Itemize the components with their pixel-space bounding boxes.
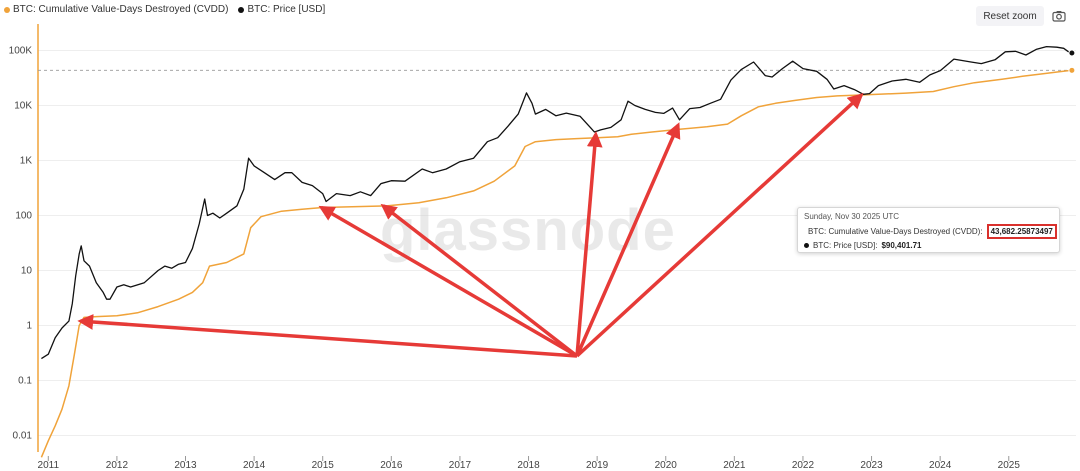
y-tick-1: 1 — [26, 320, 32, 331]
legend: BTC: Cumulative Value-Days Destroyed (CV… — [4, 4, 325, 15]
reset-zoom-button[interactable]: Reset zoom — [976, 6, 1044, 26]
legend-label-price: BTC: Price [USD] — [247, 4, 326, 15]
tooltip-date: Sunday, Nov 30 2025 UTC — [804, 212, 900, 221]
y-tick-10K: 10K — [14, 101, 32, 112]
x-tick-2018: 2018 — [517, 460, 540, 471]
legend-item-cvdd[interactable]: BTC: Cumulative Value-Days Destroyed (CV… — [4, 4, 228, 15]
tooltip-cvdd-label: BTC: Cumulative Value-Days Destroyed (CV… — [808, 227, 983, 236]
tooltip-row-price: BTC: Price [USD]: $90,401.71 — [804, 241, 1053, 250]
x-tick-2015: 2015 — [312, 460, 335, 471]
annotation-arrow-1 — [77, 314, 578, 358]
tooltip: Sunday, Nov 30 2025 UTC BTC: Cumulative … — [797, 207, 1060, 253]
y-axis: 0.01 0.1 1 10 100 1K 10K 100K — [9, 46, 33, 442]
y-tick-1K: 1K — [20, 156, 33, 167]
x-tick-2016: 2016 — [380, 460, 403, 471]
x-tick-2025: 2025 — [998, 460, 1021, 471]
annotation-arrow-3 — [380, 203, 579, 358]
camera-icon[interactable] — [1051, 8, 1067, 24]
tooltip-cvdd-value: 43,682.25873497 — [986, 224, 1057, 239]
annotation-arrow-2 — [318, 205, 578, 358]
x-tick-2013: 2013 — [174, 460, 197, 471]
y-tick-0.01: 0.01 — [13, 430, 33, 441]
price-marker — [1068, 49, 1076, 57]
legend-dot-cvdd — [4, 6, 10, 13]
legend-item-price[interactable]: BTC: Price [USD] — [238, 4, 325, 15]
cvdd-marker — [1068, 66, 1076, 74]
x-axis: 2011 2012 2013 2014 2015 2016 2017 2018 2019 2020… — [38, 456, 1021, 471]
cvdd-series-line — [40, 69, 1072, 458]
x-tick-2012: 2012 — [106, 460, 129, 471]
legend-dot-price — [238, 6, 245, 13]
x-tick-2021: 2021 — [723, 460, 746, 471]
tooltip-price-label: BTC: Price [USD]: — [813, 241, 878, 250]
y-tick-100: 100 — [15, 211, 32, 222]
annotation-arrow-6 — [575, 92, 864, 358]
annotation-arrows — [77, 92, 864, 358]
annotation-arrow-4 — [575, 131, 603, 357]
series-layer — [40, 45, 1073, 458]
y-tick-10: 10 — [21, 265, 33, 276]
grid-lines — [38, 50, 1076, 436]
x-tick-2024: 2024 — [929, 460, 952, 471]
tooltip-dot-price — [804, 243, 809, 248]
tooltip-row-cvdd: BTC: Cumulative Value-Days Destroyed (CV… — [804, 224, 1057, 239]
y-tick-0.1: 0.1 — [18, 375, 32, 386]
marker-layer — [1068, 49, 1076, 74]
legend-label-cvdd: BTC: Cumulative Value-Days Destroyed (CV… — [13, 4, 229, 15]
x-tick-2022: 2022 — [792, 460, 815, 471]
x-tick-2020: 2020 — [655, 460, 678, 471]
x-tick-2023: 2023 — [860, 460, 883, 471]
x-tick-2014: 2014 — [243, 460, 266, 471]
annotation-arrow-5 — [575, 122, 681, 357]
x-tick-2019: 2019 — [586, 460, 609, 471]
y-tick-100K: 100K — [9, 46, 33, 57]
watermark: glassnode — [380, 198, 676, 263]
x-tick-2011: 2011 — [38, 460, 60, 471]
x-tick-2017: 2017 — [449, 460, 472, 471]
price-series-line — [41, 45, 1073, 360]
tooltip-price-value: $90,401.71 — [881, 241, 922, 250]
